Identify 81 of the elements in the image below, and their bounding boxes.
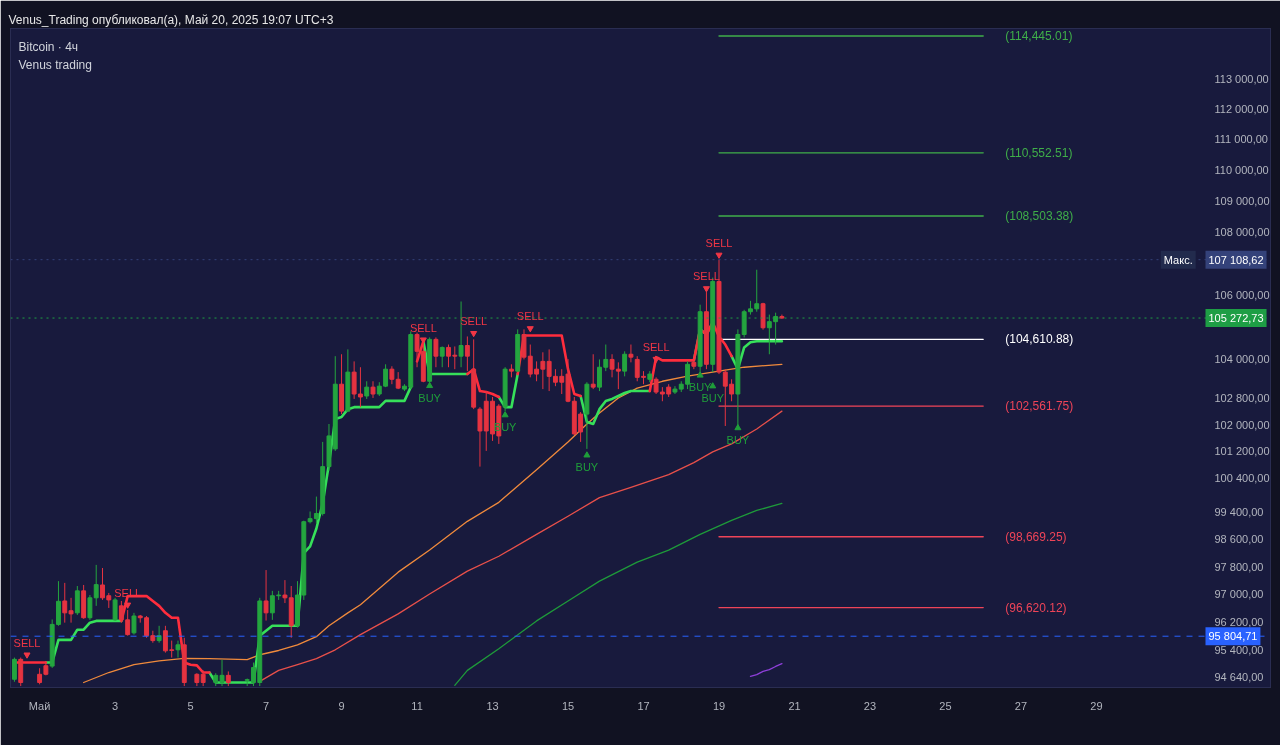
y-tick-label: 96 200,00	[1214, 616, 1264, 629]
series-label: (110,552.51)	[1005, 145, 1073, 160]
series-label: (108,503.38)	[1005, 209, 1074, 223]
text: Venus_Trading опубликовал(а), Май 20, 2025 19:07 UTC+3	[8, 12, 334, 27]
series-label: (96,620.12)	[1005, 600, 1067, 615]
candlestick	[370, 380, 376, 399]
y-tick-label: 111 000,00	[1214, 133, 1268, 146]
text: BUY	[701, 392, 725, 405]
y-tick-label: 110 000,00	[1214, 163, 1269, 176]
line-series	[749, 662, 783, 678]
x-tick-label: 7	[263, 699, 270, 712]
candlestick	[74, 585, 80, 616]
x-tick-label: 3	[112, 699, 119, 712]
series-label: SELL	[409, 321, 437, 334]
text: SELL	[705, 236, 733, 249]
y-tick-label: 94 640,00	[1214, 671, 1264, 684]
y-tick-label: 102 800,00	[1214, 392, 1270, 405]
candlestick	[87, 594, 93, 621]
candlestick	[464, 335, 470, 372]
x-tick-label: 23	[863, 699, 877, 712]
candlestick	[615, 361, 621, 390]
candlestick	[112, 597, 118, 622]
y-tick-label: 99 400,00	[1214, 505, 1264, 518]
x-tick-label: 25	[939, 699, 952, 712]
candlestick	[263, 569, 269, 622]
text: SELL	[13, 636, 41, 649]
series-label: (114,445.01)	[1005, 29, 1073, 44]
text: SELL	[692, 270, 720, 283]
candlestick	[628, 344, 634, 363]
x-tick-label: 5	[187, 699, 194, 712]
x-tick-label: 9	[338, 699, 345, 712]
candlestick	[590, 353, 596, 390]
candlestick	[175, 640, 181, 659]
x-tick-label: 27	[1014, 699, 1028, 712]
candlestick	[131, 612, 137, 636]
y-tick-label: 102 000,00	[1214, 418, 1270, 431]
text: SELL	[642, 341, 670, 354]
y-tick-label: 95 400,00	[1214, 644, 1264, 657]
y-tick-label: 100 400,00	[1214, 472, 1270, 485]
y-tick-label: 112 000,00	[1214, 102, 1269, 115]
text: BUY	[418, 391, 441, 404]
candlestick	[93, 564, 99, 607]
candlestick	[439, 345, 445, 368]
x-tick-label: 29	[1090, 699, 1103, 712]
x-tick-label: 17	[637, 699, 650, 712]
text: SELL	[114, 586, 142, 599]
x-tick-label: 11	[411, 699, 423, 712]
candlestick	[622, 350, 628, 377]
candlestick	[540, 351, 546, 390]
candlestick	[18, 657, 24, 687]
series-label: (104,610.88)	[1005, 332, 1074, 347]
ref-line-label: 95 804,71	[1208, 630, 1258, 643]
y-tick-label: 98 600,00	[1214, 533, 1264, 546]
x-tick-label: 13	[486, 699, 499, 712]
x-tick-label: 15	[561, 699, 575, 712]
text: Venus trading	[18, 57, 92, 72]
y-tick-label: 101 200,00	[1214, 445, 1270, 458]
annotation: Макс.	[1163, 253, 1193, 266]
text: SELL	[460, 315, 488, 328]
ref-line-label: 105 272,73	[1208, 312, 1264, 325]
y-tick-label: 97 800,00	[1214, 560, 1264, 573]
y-tick-label: 97 000,00	[1214, 588, 1264, 601]
y-tick-label: 113 000,00	[1214, 72, 1269, 85]
ref-line-label: 107 108,62	[1208, 253, 1264, 266]
series-label: (98,669.25)	[1005, 529, 1067, 544]
candlestick	[609, 353, 615, 378]
candlestick	[414, 332, 420, 368]
candlestick	[11, 657, 17, 683]
x-tick-label: 19	[712, 699, 726, 712]
y-tick-label: 109 000,00	[1214, 194, 1270, 207]
x-tick-label: Май	[28, 699, 51, 712]
candlestick	[433, 336, 439, 368]
series-label: BUY	[688, 381, 713, 394]
text: Bitcoin · 4ч	[18, 39, 79, 54]
y-tick-label: 104 000,00	[1214, 353, 1270, 366]
x-tick-label: 21	[788, 699, 801, 712]
y-tick-label: 106 000,00	[1214, 288, 1270, 301]
series-label: (102,561.75)	[1005, 399, 1074, 414]
text: BUY	[575, 461, 599, 474]
y-tick-label: 108 000,00	[1214, 225, 1270, 238]
text: SELL	[516, 310, 544, 323]
